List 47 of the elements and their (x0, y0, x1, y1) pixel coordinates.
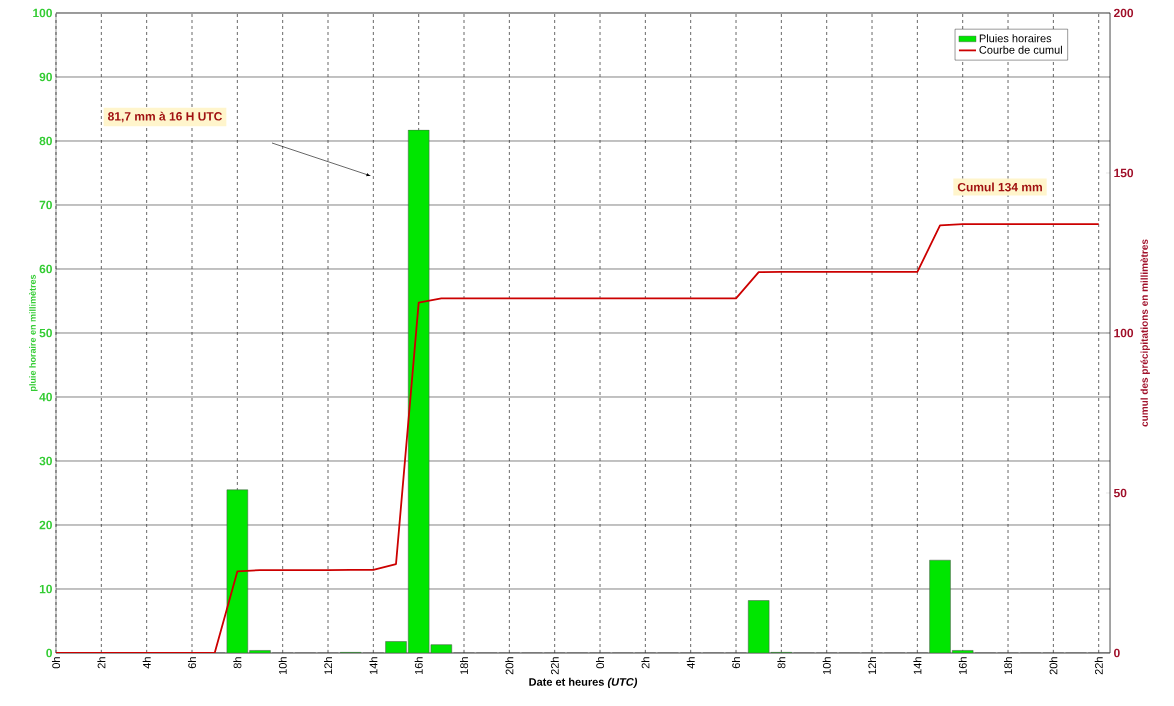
y2-tick-label: 200 (1113, 8, 1134, 18)
x-tick-label: 22h (550, 657, 559, 675)
x-tick-label: 6h (731, 657, 741, 669)
x-tick-label: 22h (1094, 657, 1103, 675)
y-tick-label: 10 (39, 584, 52, 594)
x-tick-label: 2h (641, 657, 650, 669)
x-tick-label: 20h (1049, 657, 1058, 675)
y-tick-label: 30 (39, 456, 52, 466)
legend-label: Courbe de cumul (979, 45, 1062, 54)
x-tick-label: 18h (1003, 657, 1013, 675)
x-tick-label: 10h (278, 657, 287, 675)
x-tick-label: 12h (868, 657, 877, 675)
x-tick-label: 8h (233, 657, 242, 669)
x-tick-label: 16h (958, 657, 967, 675)
y-tick-label: 80 (39, 136, 52, 146)
annotation: Cumul 134 mm (957, 182, 1042, 192)
y-tick-label: 90 (39, 72, 52, 82)
y2-tick-label: 150 (1114, 168, 1134, 178)
x-tick-label: 2h (97, 657, 106, 669)
x-tick-label: 14h (913, 657, 922, 675)
x-tick-label: 8h (777, 657, 786, 669)
y-tick-label: 0 (46, 648, 52, 658)
y-axis-title: pluie horaire en millimètres (29, 274, 38, 391)
y-tick-label: 40 (39, 392, 52, 402)
x-tick-label: 16h (414, 657, 423, 675)
y-tick-label: 100 (33, 8, 52, 18)
y-tick-label: 50 (39, 328, 52, 338)
x-tick-label: 0h (595, 657, 605, 669)
x-tick-label: 10h (822, 657, 831, 675)
x-axis-title: Date et heures (UTC) (529, 677, 638, 688)
y2-tick-label: 100 (1114, 328, 1134, 338)
y2-tick-label: 0 (1114, 648, 1120, 658)
y-tick-label: 20 (39, 520, 52, 530)
x-tick-label: 6h (187, 657, 197, 669)
x-tick-label: 4h (686, 657, 695, 669)
y2-tick-label: 50 (1113, 488, 1127, 498)
legend-label: Pluies horaires (979, 34, 1052, 43)
x-tick-label: 4h (142, 657, 151, 669)
x-tick-label: 18h (459, 657, 469, 675)
y2-axis-title: cumul des précipitations en millimètres (1140, 239, 1150, 427)
x-tick-label: 14h (369, 657, 378, 675)
y-tick-label: 60 (39, 264, 52, 274)
y-tick-label: 70 (39, 200, 52, 210)
annotation: 81,7 mm à 16 H UTC (108, 111, 223, 123)
x-tick-label: 20h (505, 657, 514, 675)
x-tick-label: 0h (51, 657, 61, 669)
x-tick-label: 12h (324, 657, 332, 675)
